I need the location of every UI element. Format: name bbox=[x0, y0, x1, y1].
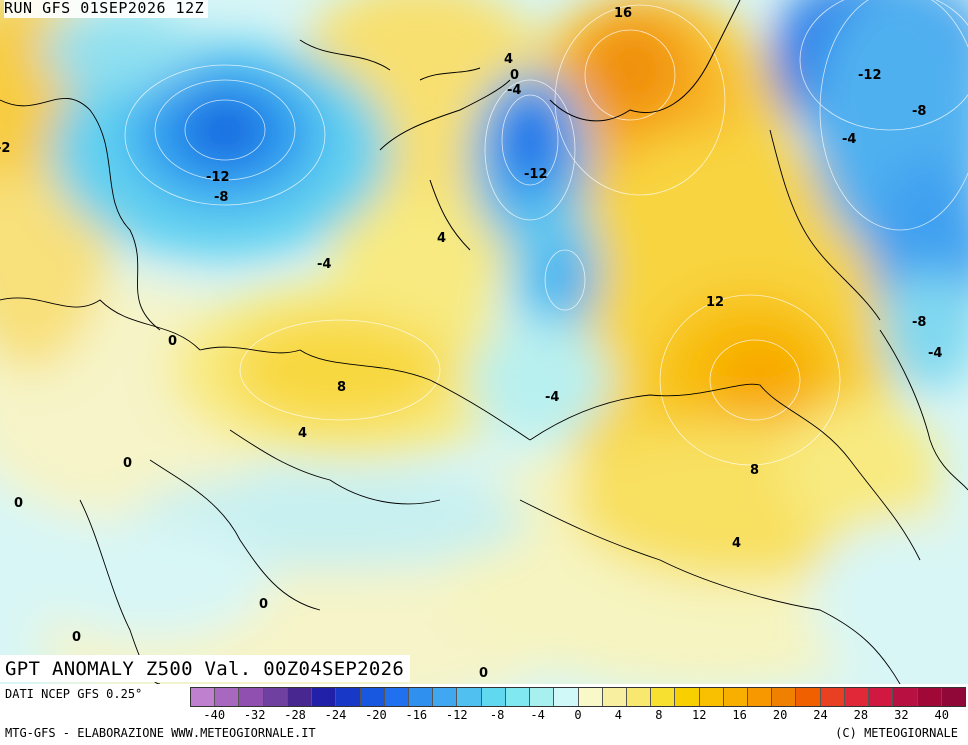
legend-swatch bbox=[893, 688, 918, 706]
legend-swatch bbox=[723, 688, 749, 706]
legend-swatch bbox=[239, 688, 264, 706]
anomaly-map: 16 4 0 -4 -12 -12 -8 -12 -8 -4 -4 4 12 -… bbox=[0, 0, 968, 684]
legend-swatch bbox=[675, 688, 700, 706]
contour-label: -4 bbox=[507, 83, 521, 98]
contour-label: -4 bbox=[317, 257, 331, 272]
coastline-north bbox=[299, 0, 741, 251]
contour-label: -12 bbox=[858, 68, 882, 83]
legend-swatch bbox=[699, 688, 724, 706]
legend-swatch bbox=[578, 688, 603, 706]
legend-swatch bbox=[554, 688, 579, 706]
legend-tick-label: 28 bbox=[853, 708, 869, 722]
legend-tick-label: -28 bbox=[284, 708, 306, 722]
contour-label: -12 bbox=[206, 170, 230, 185]
contour-label: 0 bbox=[479, 666, 488, 681]
legend-tick-label: -40 bbox=[203, 708, 226, 722]
legend-swatch bbox=[336, 688, 361, 706]
contour-label: -4 bbox=[545, 390, 559, 405]
legend-swatch bbox=[941, 688, 965, 706]
legend-swatch bbox=[263, 688, 288, 706]
footer: DATI NCEP GFS 0.25° -40 -32 -28 -24 -20 -16 -1… bbox=[0, 684, 968, 745]
contour-label: -4 bbox=[842, 132, 856, 147]
legend-swatch bbox=[191, 688, 216, 706]
legend-swatch bbox=[457, 688, 482, 706]
legend-swatch bbox=[481, 688, 506, 706]
legend-swatch bbox=[626, 688, 652, 706]
contour-label: 0 bbox=[14, 496, 23, 511]
contour-label: 8 bbox=[337, 380, 346, 395]
legend-swatch bbox=[651, 688, 676, 706]
legend-swatch bbox=[820, 688, 845, 706]
legend-swatch bbox=[917, 688, 942, 706]
contour-label: 0 bbox=[510, 68, 519, 83]
legend-swatch bbox=[772, 688, 797, 706]
contour-label: -4 bbox=[928, 346, 942, 361]
legend-tick-label: -8 bbox=[489, 708, 505, 722]
legend-swatch bbox=[796, 688, 821, 706]
legend-tick-label: 0 bbox=[574, 708, 582, 722]
legend-tick-label: 40 bbox=[934, 708, 949, 722]
legend-tick-label: 24 bbox=[813, 708, 828, 722]
legend-swatch bbox=[869, 688, 894, 706]
legend-swatch bbox=[844, 688, 870, 706]
legend-swatch bbox=[408, 688, 434, 706]
contour-label: 8 bbox=[750, 463, 759, 478]
contour-label: -8 bbox=[214, 190, 228, 205]
legend-swatch bbox=[384, 688, 409, 706]
legend-tick-label: 12 bbox=[692, 708, 707, 722]
legend-tick-label: -32 bbox=[243, 708, 266, 722]
contour-label: 0 bbox=[168, 334, 177, 349]
contour-label: -2 bbox=[0, 141, 10, 156]
color-legend bbox=[190, 687, 966, 707]
legend-tick-label: 20 bbox=[772, 708, 788, 722]
legend-swatch bbox=[360, 688, 385, 706]
legend-tick-label: 16 bbox=[732, 708, 747, 722]
legend-swatch bbox=[602, 688, 627, 706]
anomaly-field bbox=[0, 0, 968, 684]
credit-right: (C) METEOGIORNALE bbox=[835, 726, 958, 740]
contour-label: -12 bbox=[524, 167, 548, 182]
legend-swatch bbox=[312, 688, 337, 706]
contour-label: 16 bbox=[614, 6, 632, 21]
contour-label: 4 bbox=[732, 536, 741, 551]
contour-label: 0 bbox=[123, 456, 132, 471]
legend-tick-label: -20 bbox=[365, 708, 387, 722]
legend-swatch bbox=[748, 688, 773, 706]
contour-label: 12 bbox=[706, 295, 724, 310]
contour-label-group: 16 4 0 -4 -12 -12 -8 -12 -8 -4 -4 4 12 -… bbox=[0, 6, 942, 681]
legend-swatch bbox=[505, 688, 531, 706]
contour-label: 0 bbox=[72, 630, 81, 645]
map-title: GPT ANOMALY Z500 Val. 00Z04SEP2026 bbox=[0, 655, 411, 682]
legend-swatch bbox=[433, 688, 458, 706]
legend-swatch bbox=[215, 688, 240, 706]
legend-tick-label: -12 bbox=[445, 708, 468, 722]
contour-label: 4 bbox=[504, 52, 513, 67]
contour-label: 4 bbox=[437, 231, 446, 246]
borders bbox=[0, 98, 968, 684]
data-source-label: DATI NCEP GFS 0.25° bbox=[5, 687, 143, 701]
contour-label: -8 bbox=[912, 104, 926, 119]
legend-tick-label: 32 bbox=[894, 708, 909, 722]
credit-left: MTG-GFS - ELABORAZIONE WWW.METEOGIORNALE… bbox=[5, 726, 316, 740]
legend-tick-label: 8 bbox=[655, 708, 663, 722]
legend-tick-label: -4 bbox=[530, 708, 545, 722]
contour-label: -8 bbox=[912, 315, 926, 330]
contour-label: 4 bbox=[298, 426, 307, 441]
contour-label: 0 bbox=[259, 597, 268, 612]
legend-swatch bbox=[530, 688, 555, 706]
run-title: RUN GFS 01SEP2026 12Z bbox=[4, 0, 209, 18]
legend-swatch bbox=[287, 688, 313, 706]
legend-tick-label: -24 bbox=[324, 708, 347, 722]
contour-lines bbox=[124, 0, 968, 466]
legend-tick-label: -16 bbox=[405, 708, 428, 722]
legend-tick-label: 4 bbox=[614, 708, 623, 722]
